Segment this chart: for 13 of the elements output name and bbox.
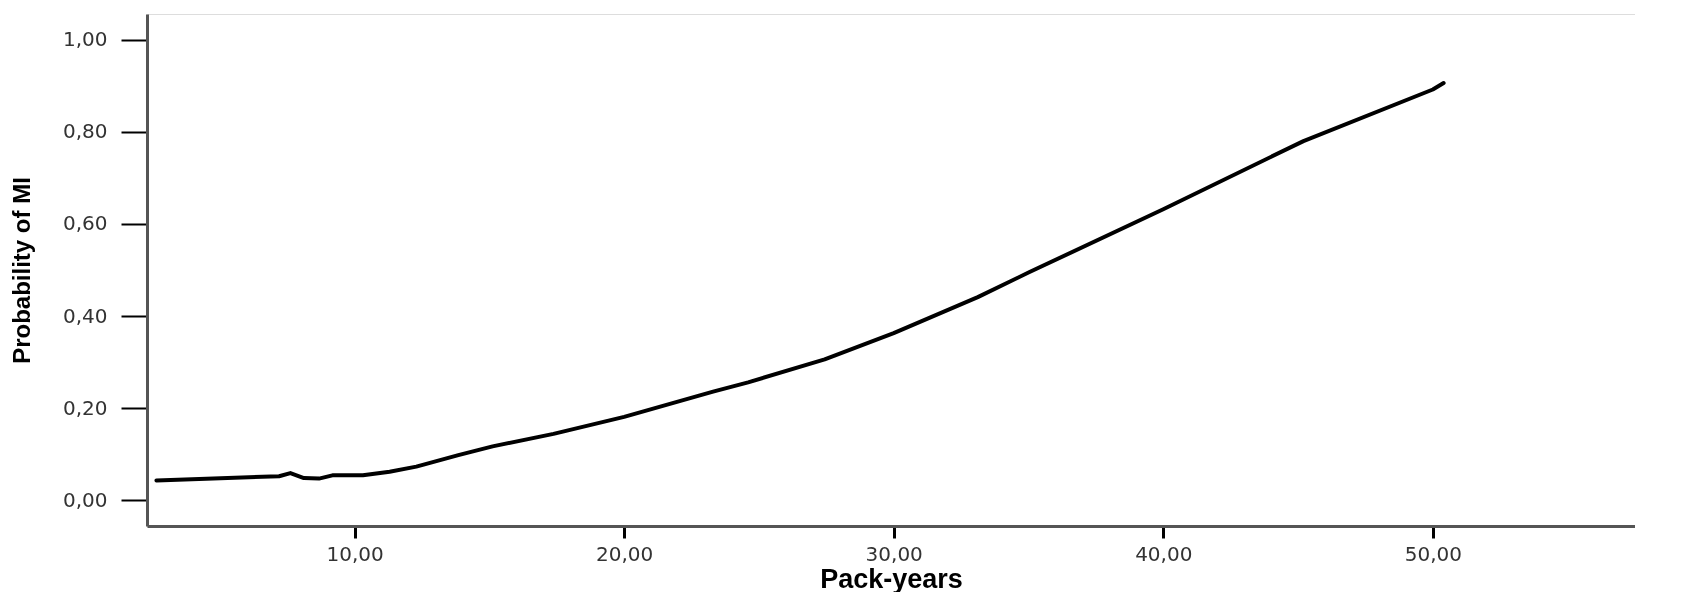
y-tick-label: 0,20	[62, 395, 108, 420]
line-series	[154, 81, 1446, 483]
x-tick-label: 40,00	[1135, 541, 1193, 566]
y-tick-label: 1,00	[62, 27, 108, 52]
y-tick-label: 0,60	[62, 211, 108, 236]
y-tick-label: 0,40	[62, 303, 108, 328]
x-tick-label: 50,00	[1404, 541, 1462, 566]
x-tick-label: 10,00	[326, 541, 384, 566]
y-axis-title: Probability of MI	[7, 177, 35, 364]
y-tick-label: 0,80	[62, 119, 108, 144]
x-tick-label: 30,00	[865, 541, 923, 566]
y-tick-label: 0,00	[62, 487, 108, 512]
x-tick-label: 20,00	[596, 541, 654, 566]
